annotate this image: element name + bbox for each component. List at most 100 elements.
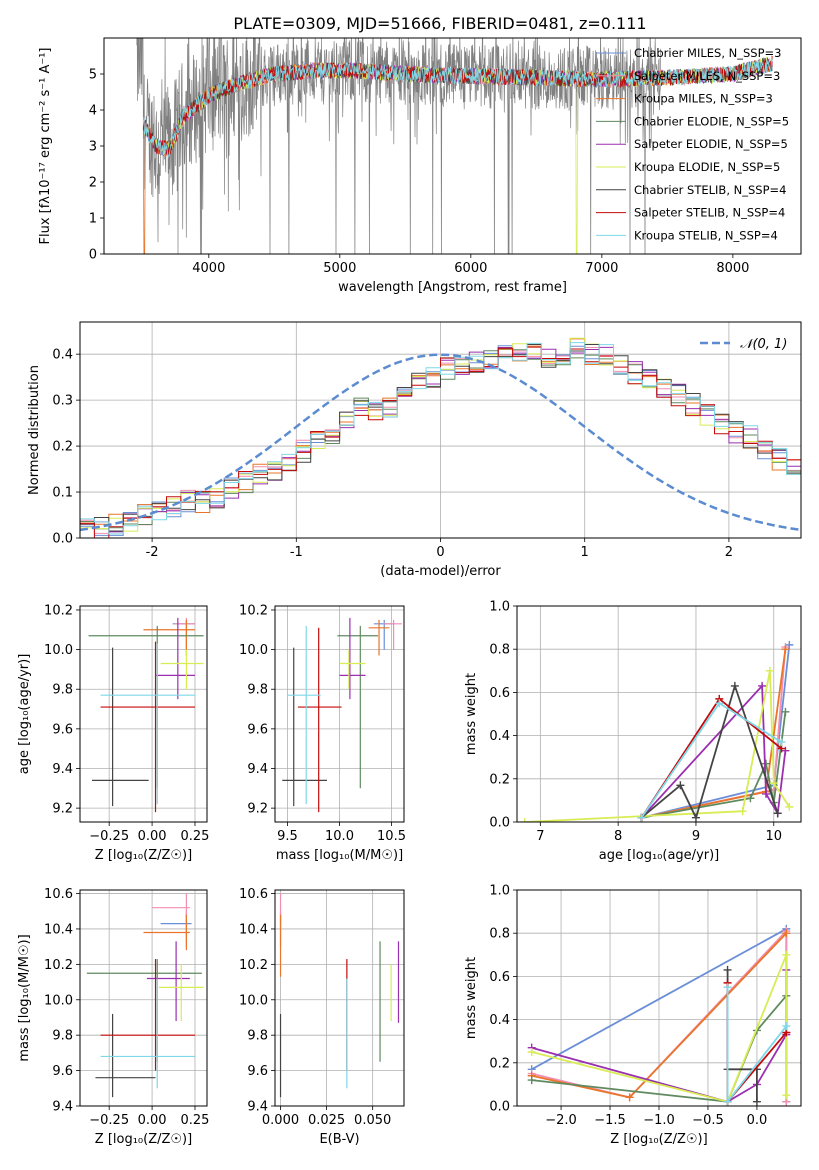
observed-spectrum-line [136,38,662,254]
x-tick-label: 10.5 [377,829,406,844]
y-tick-label: 9.4 [247,762,268,777]
residual-histogram-kroupa-stelib [80,342,801,538]
legend-label-kroupa-miles: Kroupa MILES, N_SSP=3 [634,92,773,106]
y-tick-label: 10.4 [239,922,268,937]
x-tick-label: 0.0 [747,1113,768,1128]
y-tick-label: 10.4 [44,922,73,937]
x-axis-label: age [log₁₀(age/yr)] [599,848,720,863]
weight-point-kroupa-stelib [637,813,646,822]
y-tick-label: 10.2 [239,958,268,973]
spectrum-legend: Chabrier MILES, N_SSP=3 Salpeter MILES, N… [596,46,789,242]
y-tick-label: 9.4 [247,1100,268,1115]
plot-content [282,617,402,813]
x-tick-label: 0.25 [181,1113,210,1128]
y-tick-label: 9.8 [52,1029,73,1044]
x-tick-label: 6000 [454,261,487,276]
y-tick-label: 0.2 [489,772,510,787]
plot-content [520,640,794,822]
weight-point-kroupa-stelib [723,983,732,992]
x-tick-label: 0.050 [354,1113,391,1128]
legend-label-chabrier-elodie: Chabrier ELODIE, N_SSP=5 [634,114,789,128]
weight-point-salpeter-elodie [761,789,770,798]
plot-content [527,924,791,1106]
legend-label-chabrier-stelib: Chabrier STELIB, N_SSP=4 [634,183,786,197]
y-tick-label: 0.1 [52,486,73,501]
spectrum-panel: 4000 5000 6000 7000 8000 0 1 2 3 4 5 wavelength [An… [38,37,802,295]
y-tick-label: 5 [89,68,97,83]
weight-point-chabrier-stelib [691,813,700,822]
plot-area [80,890,207,1106]
weight-point-kroupa-miles [625,1093,634,1102]
x-tick-label: 7 [536,829,544,844]
spectrum-title: PLATE=0309, MJD=51666, FIBERID=0481, z=0… [233,14,646,33]
x-tick-label: 10 [765,829,782,844]
y-axis-label: mass [log₁₀(M/M☉)] [17,934,32,1061]
y-axis-label: mass weight [464,673,479,755]
weight-point-kroupa-stelib [723,1097,732,1106]
weight-point-chabrier-stelib [773,809,782,818]
weight-point-kroupa-elodie [782,1091,791,1100]
x-tick-label: 0.25 [181,829,210,844]
legend-label-normal: 𝒩(0, 1) [740,337,787,352]
weight-vs-age-panel: 7 8 9 10 0.0 0.2 0.4 0.6 0.8 1.0 age [log₁₀(age/yr… [464,600,802,863]
weight-point-kroupa-elodie [527,1048,536,1056]
weight-point-kroupa-elodie [769,779,778,788]
x-tick-label: -2 [146,545,159,560]
y-axis-label: mass weight [464,957,479,1039]
x-tick-label: 1 [581,545,589,560]
y-tick-label: 9.8 [247,1029,268,1044]
y-tick-label: 9.6 [247,1064,268,1079]
weight-point-kroupa-elodie [782,950,791,959]
x-tick-label: -1 [290,545,303,560]
axes-frame [274,605,405,823]
y-tick-label: 0 [89,248,97,263]
y-tick-label: 10.2 [239,603,268,618]
plot-area [275,890,404,1106]
weight-point-kroupa-miles [781,645,790,654]
weight-point-kroupa-stelib [777,738,786,747]
axes-frame [79,889,208,1107]
x-tick-label: −1.0 [643,1113,675,1128]
weight-point-chabrier-stelib [730,681,739,690]
y-tick-label: 0.6 [489,686,510,701]
y-tick-label: 4 [89,104,97,119]
x-axis-label: Z [log₁₀(Z/Z☉)] [95,1132,192,1147]
x-tick-label: −0.25 [89,1113,129,1128]
x-tick-label: 0 [436,545,444,560]
x-axis-label: mass [log₁₀(M/M☉)] [276,848,403,863]
y-tick-label: 0.6 [489,970,510,985]
y-tick-label: 9.8 [52,683,73,698]
weight-point-chabrier-elodie [761,759,770,768]
y-tick-label: 0.4 [52,348,73,363]
y-tick-label: 0.3 [52,394,73,409]
plot-content [136,38,773,254]
y-tick-label: 9.6 [247,722,268,737]
normal-distribution-curve [80,353,801,532]
weight-point-chabrier-stelib [723,965,732,974]
age-vs-mass-panel: 9.5 10.0 10.5 9.2 9.4 9.6 9.8 10.0 10.2 mass [log… [239,603,406,863]
y-tick-label: 10.2 [44,958,73,973]
weight-point-salpeter-elodie [758,681,767,690]
y-tick-label: 9.2 [52,802,73,817]
y-tick-label: 10.0 [44,643,73,658]
axes-frame [103,37,802,255]
weight-point-kroupa-stelib [715,699,724,708]
model-spectrum-salpeter-stelib-line [142,56,773,156]
axes-frame [79,321,802,539]
age-vs-metallicity-panel: −0.25 0.00 0.25 9.2 9.4 9.6 9.8 10.0 10.2 Z [log₁… [17,603,209,863]
y-tick-label: 10.6 [44,887,73,902]
y-tick-label: 10.0 [239,643,268,658]
plot-area [517,606,801,822]
legend-label-kroupa-stelib: Kroupa STELIB, N_SSP=4 [634,228,778,242]
x-tick-label: 4000 [192,261,225,276]
x-axis-label: wavelength [Angstrom, rest frame] [338,280,567,295]
plot-content [86,893,204,1098]
axes-frame [516,605,802,823]
x-tick-label: 0.025 [308,1113,345,1128]
y-tick-label: 10.2 [44,603,73,618]
y-tick-label: 0.0 [489,816,510,831]
model-spectrum-kroupa-stelib-line [143,56,773,158]
y-tick-label: 1 [89,212,97,227]
axes-frame [274,889,405,1107]
y-tick-label: 0.4 [489,729,510,744]
